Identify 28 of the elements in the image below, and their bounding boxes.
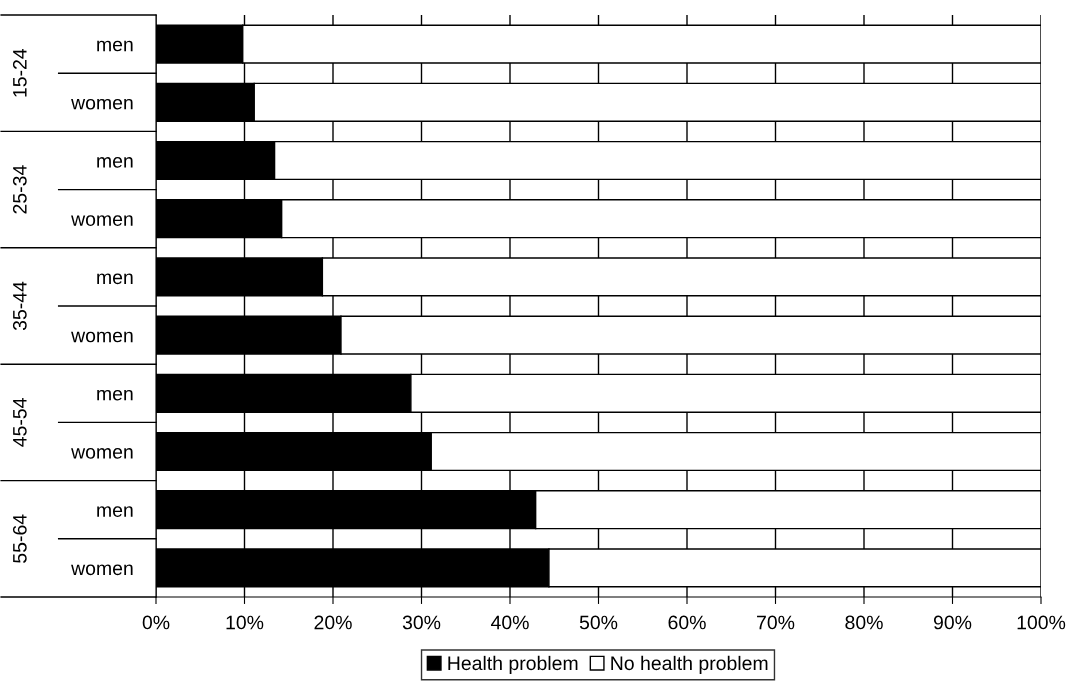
x-tick-label: 0% <box>142 615 170 630</box>
x-tick-label: 100% <box>1017 615 1066 630</box>
x-tick-label: 30% <box>402 615 441 630</box>
x-tick-label: 60% <box>668 615 706 630</box>
y-tick-label: men <box>97 273 133 285</box>
legend-label: Health problem <box>448 655 578 674</box>
x-tick-label: 80% <box>845 615 883 630</box>
y-tick-label: women <box>71 331 133 343</box>
text: 35-44 <box>12 281 27 331</box>
x-tick-label: 20% <box>314 615 352 630</box>
legend-label: No health problem <box>611 655 768 674</box>
y-tick-label: women <box>71 215 133 226</box>
y-tick-label: men <box>97 389 133 401</box>
y-tick-label: women <box>71 564 133 576</box>
text: 25-34 <box>12 165 27 214</box>
y-tick-label: men <box>97 506 133 517</box>
x-tick-label: 40% <box>490 615 529 630</box>
y-tick-label: women <box>71 98 133 110</box>
text: 15-24 <box>12 48 27 97</box>
y-tick-label: men <box>97 40 133 52</box>
text: 45-54 <box>13 398 27 447</box>
x-tick-label: 10% <box>226 615 264 630</box>
text: 55-64 <box>12 514 27 563</box>
x-tick-label: 50% <box>579 615 618 630</box>
x-tick-label: 70% <box>757 615 795 630</box>
x-tick-label: 90% <box>933 615 972 630</box>
y-tick-label: women <box>71 448 133 459</box>
y-tick-label: men <box>97 157 133 168</box>
